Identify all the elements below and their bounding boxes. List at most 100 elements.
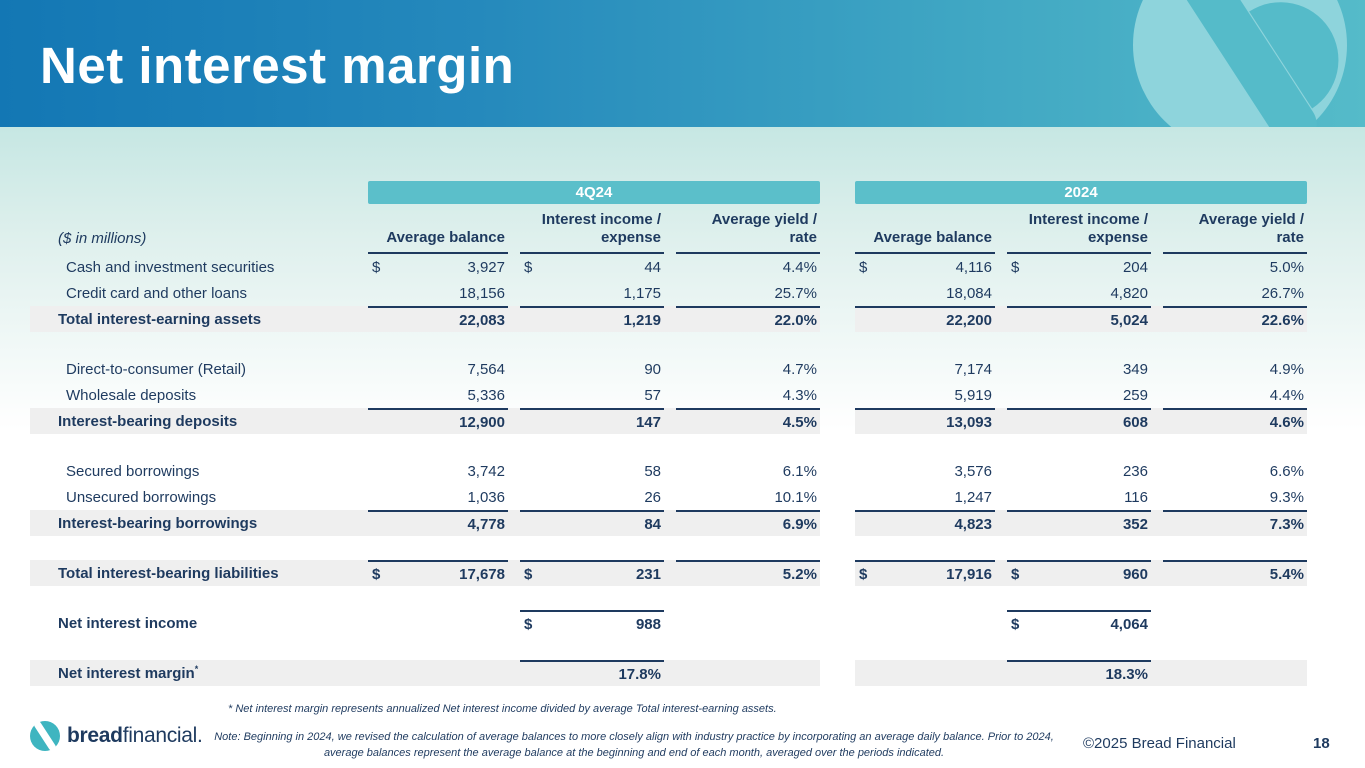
cell-value: 4,823 (954, 515, 992, 533)
value-cell-inner (676, 610, 820, 636)
row-label: Net interest margin* (30, 664, 368, 682)
value-cell: 608 (1007, 408, 1151, 434)
net-interest-margin-table: 4Q24 2024 ($ in millions) Average balanc… (30, 181, 1337, 686)
row-right-section: 13,093 608 4.6% (855, 408, 1307, 434)
row-left-section: Cash and investment securities $3,927 $44 4… (30, 254, 820, 280)
cell-value: 17,678 (459, 565, 505, 583)
value-cell-inner: 4.4% (676, 254, 820, 280)
value-cell: 147 (520, 408, 664, 434)
value-cell-inner: $44 (520, 254, 664, 280)
value-cell-inner: 5,919 (855, 382, 995, 408)
table-row: Interest-bearing deposits 12,900 147 4.5% 13… (30, 408, 1337, 434)
value-cell-inner: 116 (1007, 484, 1151, 510)
row-label: Wholesale deposits (30, 387, 368, 404)
value-cell: 7,174 (855, 356, 995, 382)
cell-value: 5.4% (1269, 565, 1304, 583)
row-label: Net interest income (30, 615, 368, 632)
row-label-text: Total interest-earning assets (58, 310, 262, 328)
row-label-text: Direct-to-consumer (Retail) (66, 360, 247, 378)
value-cell-inner: 349 (1007, 356, 1151, 382)
cell-value: 26.7% (1261, 284, 1304, 302)
value-cell: 259 (1007, 382, 1151, 408)
row-right-section: 5,919 259 4.4% (855, 382, 1307, 408)
value-cell: 26 (520, 484, 664, 510)
value-cell-inner: 22.0% (676, 306, 820, 332)
value-cell: 1,247 (855, 484, 995, 510)
value-cell-inner: 4.3% (676, 382, 820, 408)
value-cell: 12,900 (368, 408, 508, 434)
cell-value: 18,084 (946, 284, 992, 302)
value-cell: 4.7% (676, 356, 820, 382)
value-cell-inner: 5,336 (368, 382, 508, 408)
value-cell: 57 (520, 382, 664, 408)
value-cell-inner: 7.3% (1163, 510, 1307, 536)
value-cell: 7.3% (1163, 510, 1307, 536)
row-left-section: Wholesale deposits 5,336 57 4.3% (30, 382, 820, 408)
cell-value: 7,564 (467, 360, 505, 378)
value-cell-inner: 9.3% (1163, 484, 1307, 510)
cell-value: 5.2% (782, 565, 817, 583)
table-row: Wholesale deposits 5,336 57 4.3% 5,919 259 4.4… (30, 382, 1337, 408)
cell-value: 3,576 (954, 462, 992, 480)
value-cell-inner: $4,116 (855, 254, 995, 280)
value-cell-inner (1163, 610, 1307, 636)
value-cell: 5.0% (1163, 254, 1307, 280)
cell-value: 4.4% (782, 258, 817, 276)
cell-value: 25.7% (774, 284, 817, 302)
value-cell-inner: 26.7% (1163, 280, 1307, 306)
cell-value: 26 (644, 488, 661, 506)
row-label: Interest-bearing deposits (30, 413, 368, 430)
table-row: Total interest-earning assets 22,083 1,219… (30, 306, 1337, 332)
value-cell: $960 (1007, 560, 1151, 586)
row-right-section: 1,247 116 9.3% (855, 484, 1307, 510)
column-header-row: ($ in millions) Average balance Interest… (30, 204, 1337, 254)
column-header: Average yield / rate (676, 211, 820, 254)
row-label-text: Total interest-bearing liabilities (58, 564, 279, 582)
value-cell-inner: 259 (1007, 382, 1151, 408)
cell-value: 4.9% (1269, 360, 1304, 378)
row-label: Total interest-bearing liabilities (30, 565, 368, 582)
row-right-section: $17,916 $960 5.4% (855, 560, 1307, 586)
cell-value: 1,219 (623, 311, 661, 329)
cell-value: 22.6% (1261, 311, 1304, 329)
value-cell-inner: 5.0% (1163, 254, 1307, 280)
cell-value: 6.9% (782, 515, 817, 533)
cell-value: 3,742 (467, 462, 505, 480)
value-cell: 6.6% (1163, 458, 1307, 484)
row-label: Unsecured borrowings (30, 489, 368, 506)
row-label: Interest-bearing borrowings (30, 515, 368, 532)
value-cell: 22,200 (855, 306, 995, 332)
table-row: Credit card and other loans 18,156 1,175 25… (30, 280, 1337, 306)
value-cell-inner: 4,820 (1007, 280, 1151, 306)
value-cell: 349 (1007, 356, 1151, 382)
value-cell-inner (676, 660, 820, 686)
value-cell: 18,084 (855, 280, 995, 306)
value-cell: 7,564 (368, 356, 508, 382)
value-cell: $17,916 (855, 560, 995, 586)
cell-value: 4,778 (467, 515, 505, 533)
value-cell: 4.3% (676, 382, 820, 408)
value-cell: 58 (520, 458, 664, 484)
value-cell: 3,576 (855, 458, 995, 484)
value-cell: $988 (520, 610, 664, 636)
value-cell-inner: 22,200 (855, 306, 995, 332)
copyright-text: ©2025 Bread Financial (1083, 735, 1236, 752)
row-label-text: Interest-bearing deposits (58, 412, 238, 430)
row-label: Total interest-earning assets (30, 311, 368, 328)
row-spacer (30, 636, 1337, 660)
value-cell-inner: 6.6% (1163, 458, 1307, 484)
row-right-section: 22,200 5,024 22.6% (855, 306, 1307, 332)
value-cell-inner: 4,778 (368, 510, 508, 536)
cell-value: 236 (1122, 462, 1148, 480)
table-row: Net interest income $988 $4,064 (30, 610, 1337, 636)
cell-value: 3,927 (467, 258, 505, 276)
value-cell-inner: 7,174 (855, 356, 995, 382)
column-header: Interest income / expense (520, 211, 664, 254)
footnote-asterisk: * Net interest margin represents annuali… (228, 703, 777, 715)
row-left-section: Total interest-earning assets 22,083 1,219… (30, 306, 820, 332)
dollar-sign: $ (372, 258, 381, 276)
cell-value: 4.7% (782, 360, 817, 378)
dollar-sign: $ (524, 258, 533, 276)
value-cell-inner: 147 (520, 408, 664, 434)
cell-value: 352 (1122, 515, 1148, 533)
